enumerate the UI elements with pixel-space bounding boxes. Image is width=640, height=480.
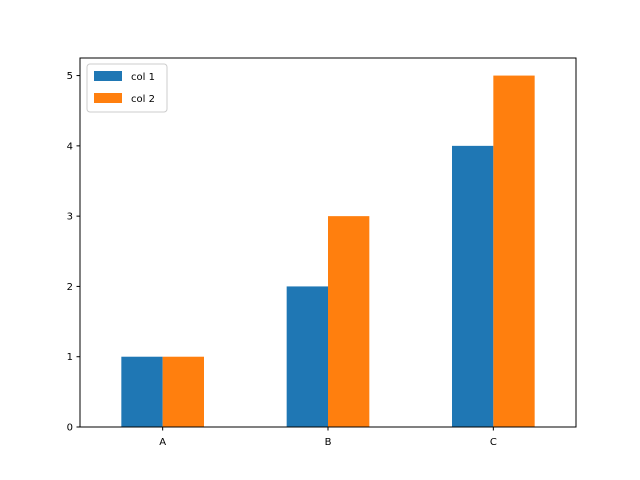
y-tick-label: 3: [67, 212, 73, 223]
bar-col-1-A: [121, 356, 163, 427]
y-tick-label: 1: [67, 352, 73, 363]
bar-col-2-A: [162, 356, 204, 427]
bars-layer: [121, 75, 535, 428]
legend-label: col 2: [131, 94, 155, 105]
bar-col-2-C: [493, 75, 535, 428]
x-tick-label: C: [490, 437, 497, 448]
bar-col-1-C: [452, 145, 494, 427]
legend-swatch: [94, 93, 122, 103]
y-tick-label: 2: [67, 282, 73, 293]
legend-label: col 1: [131, 72, 155, 83]
y-tick-label: 0: [67, 423, 73, 434]
x-tick-label: A: [159, 437, 166, 448]
bar-col-2-B: [328, 216, 370, 427]
axes-layer: 0 1 2 3 4 5 A B C: [67, 57, 577, 448]
y-tick-label: 4: [67, 141, 73, 152]
y-tick-label: 5: [67, 71, 73, 82]
legend-swatch: [94, 71, 122, 81]
x-tick-label: B: [325, 437, 332, 448]
bar-col-1-B: [286, 286, 328, 427]
legend: col 1 col 2: [86, 63, 168, 113]
